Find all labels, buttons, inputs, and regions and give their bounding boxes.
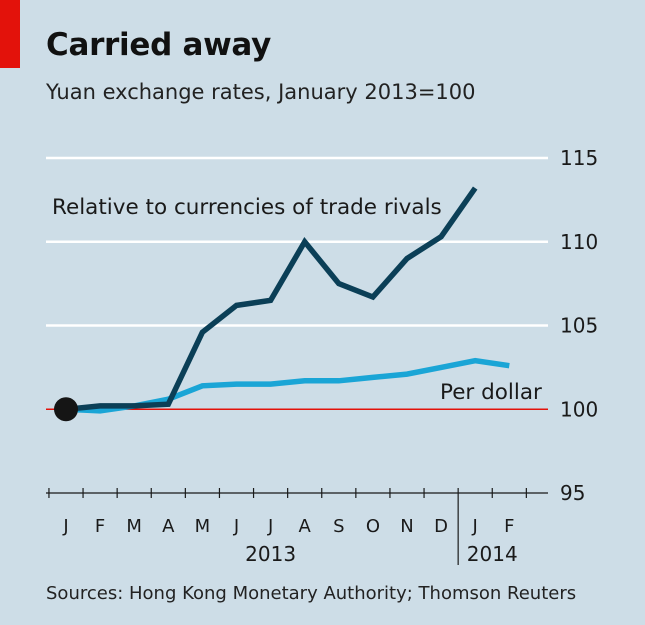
- x-tick-label: N: [400, 516, 413, 537]
- x-tick-label: J: [62, 516, 68, 537]
- x-tick-label: M: [195, 516, 211, 537]
- x-tick-label: D: [434, 516, 448, 537]
- series-label-trade-rivals: Relative to currencies of trade rivals: [52, 195, 442, 220]
- x-tick-label: F: [504, 516, 514, 537]
- year-label: 2014: [467, 542, 518, 566]
- y-tick-label: 100: [560, 397, 598, 421]
- x-tick-label: J: [267, 516, 273, 537]
- x-tick-label: A: [299, 516, 312, 537]
- chart-title: Carried away: [46, 27, 272, 63]
- y-tick-label: 95: [560, 481, 585, 505]
- chart-subtitle: Yuan exchange rates, January 2013=100: [46, 80, 476, 104]
- start-marker: [54, 397, 78, 422]
- x-tick-label: J: [472, 516, 478, 537]
- y-tick-label: 105: [560, 314, 598, 338]
- x-tick-label: M: [126, 516, 142, 537]
- year-label: 2013: [245, 542, 296, 566]
- series-line-trade-rivals: [65, 186, 478, 413]
- x-tick-label: S: [333, 516, 344, 537]
- y-tick-label: 110: [560, 230, 598, 254]
- series-label-per-dollar: Per dollar: [440, 380, 542, 405]
- y-tick-label: 115: [560, 146, 598, 170]
- source-note: Sources: Hong Kong Monetary Authority; T…: [46, 583, 577, 604]
- red-accent-tab: [0, 0, 20, 68]
- x-tick-label: F: [95, 516, 105, 537]
- x-tick-label: J: [233, 516, 239, 537]
- x-tick-label: A: [162, 516, 175, 537]
- x-tick-label: O: [366, 516, 380, 537]
